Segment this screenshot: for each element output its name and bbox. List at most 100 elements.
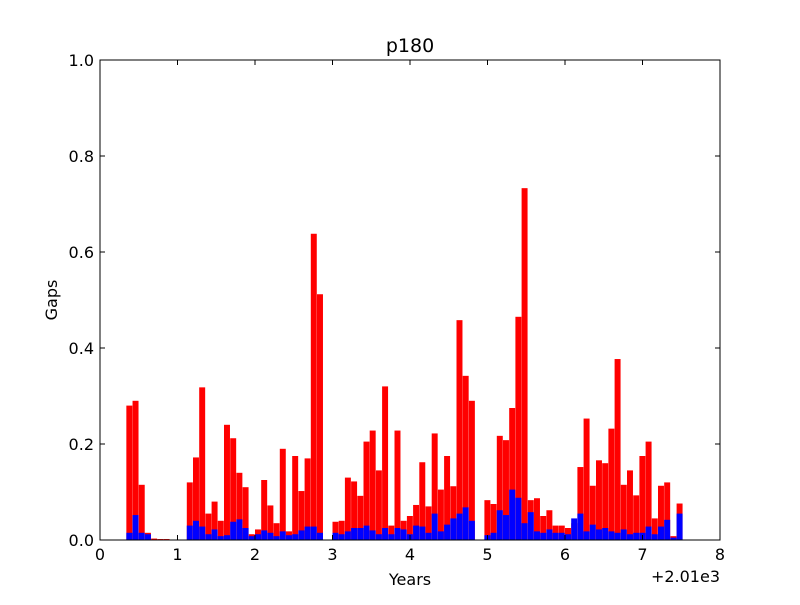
- bar-series1-58: [521, 188, 528, 540]
- bar-series2-54: [515, 497, 522, 540]
- bar-series2-37: [400, 529, 407, 540]
- bar-series1-55: [503, 440, 509, 540]
- bar-series2-40: [419, 526, 426, 540]
- bar-series1-71: [602, 463, 609, 540]
- x-tick-label-7: 7: [637, 545, 647, 564]
- bar-series1-16: [242, 487, 249, 540]
- bar-series2-27: [338, 534, 345, 540]
- bar-series1-32: [351, 481, 358, 540]
- bar-series2-35: [388, 534, 395, 540]
- bar-series1-54: [496, 435, 503, 540]
- bar-series1-7: [186, 482, 193, 540]
- bar-series2-11: [230, 521, 237, 540]
- bar-series1-76: [633, 495, 640, 540]
- bar-series1-22: [279, 448, 286, 540]
- bar-series2-6: [199, 526, 206, 540]
- bar-series1-73: [614, 359, 621, 540]
- labels-layer: 0 1 2 3 4 5 6 7 8 0.0 0.2 0.4 0.6 0.8 1.0: [69, 51, 726, 564]
- bar-series2-14: [248, 536, 255, 540]
- bar-series2-52: [503, 515, 509, 540]
- bar-series1-19: [261, 480, 268, 540]
- bar-series2-72: [627, 534, 633, 540]
- bar-series1-24: [292, 456, 299, 540]
- bar-series1-12: [217, 520, 224, 540]
- bar-series1-51: [468, 400, 475, 540]
- bar-series2-16: [261, 530, 268, 540]
- bar-series2-22: [298, 530, 305, 540]
- bar-series1-41: [406, 516, 413, 540]
- x-tick-label-6: 6: [560, 545, 570, 564]
- bar-series1-44: [425, 506, 432, 540]
- y-tick-label-5: 1.0: [69, 51, 94, 70]
- y-tick-label-3: 0.6: [69, 243, 94, 262]
- bar-series2-36: [394, 528, 401, 540]
- bar-series2-67: [596, 529, 602, 540]
- bar-series2-63: [571, 518, 578, 540]
- bar-series1-80: [658, 485, 664, 540]
- bar-series2-79: [670, 537, 677, 540]
- bar-series2-57: [534, 531, 540, 540]
- bar-series2-2: [138, 532, 145, 540]
- bar-series2-80: [676, 513, 683, 540]
- bar-series2-0: [126, 532, 133, 540]
- y-axis-title: Gaps: [42, 280, 61, 321]
- bar-series1-25: [298, 491, 305, 540]
- y-tick-label-1: 0.2: [69, 435, 94, 454]
- ticks-layer: [99, 59, 721, 541]
- bar-series2-4: [186, 525, 193, 540]
- bar-series2-70: [614, 532, 621, 540]
- bar-series2-78: [664, 519, 671, 540]
- bar-series1-0: [126, 405, 133, 540]
- bar-series2-73: [633, 532, 640, 540]
- bar-series2-7: [205, 534, 212, 540]
- bar-series2-46: [456, 513, 463, 540]
- x-tick-label-5: 5: [482, 545, 492, 564]
- bar-series2-30: [357, 528, 364, 540]
- bar-series2-20: [286, 535, 292, 540]
- bar-series2-44: [444, 524, 451, 540]
- bar-series2-15: [255, 534, 261, 540]
- bar-series1-46: [437, 489, 444, 540]
- bar-series2-68: [602, 528, 609, 540]
- bar-series1-27: [310, 233, 317, 540]
- bar-series2-76: [651, 534, 658, 540]
- x-tick-label-3: 3: [327, 545, 337, 564]
- bar-series2-5: [193, 520, 199, 540]
- bar-series1-4: [151, 538, 158, 540]
- bar-series1-75: [627, 470, 633, 540]
- bar-series1-30: [338, 520, 345, 540]
- bar-series1-60: [534, 498, 540, 540]
- bar-series1-47: [444, 456, 451, 540]
- bar-series1-14: [230, 438, 237, 540]
- bar-series1-56: [509, 408, 516, 540]
- bar-series2-33: [375, 534, 382, 540]
- bar-series1-62: [546, 510, 553, 540]
- bar-series2-1: [132, 515, 139, 540]
- bar-series2-61: [558, 532, 565, 540]
- bar-series2-25: [317, 532, 323, 540]
- bar-series1-48: [450, 486, 457, 540]
- bar-series2-50: [490, 532, 497, 540]
- bar-series1-2: [138, 484, 145, 540]
- bar-series2-41: [425, 532, 432, 540]
- bar-series2-24: [310, 526, 317, 540]
- bar-series1-74: [620, 484, 627, 540]
- bar-series1-33: [357, 495, 364, 540]
- bar-series1-43: [419, 462, 426, 540]
- x-tick-label-8: 8: [715, 545, 725, 564]
- bar-series1-36: [375, 470, 382, 540]
- bar-series1-28: [317, 294, 323, 540]
- bar-series1-42: [413, 504, 420, 540]
- bar-series1-68: [583, 418, 590, 540]
- bar-series2-47: [462, 507, 469, 540]
- bar-series2-59: [546, 529, 553, 540]
- bar-series2-13: [242, 528, 249, 540]
- bar-series1-10: [205, 513, 212, 540]
- bar-series1-8: [193, 457, 199, 540]
- bar-series1-29: [332, 521, 339, 540]
- bar-series1-79: [651, 518, 658, 540]
- bar-series1-1: [132, 400, 139, 540]
- bar-series1-69: [589, 485, 596, 540]
